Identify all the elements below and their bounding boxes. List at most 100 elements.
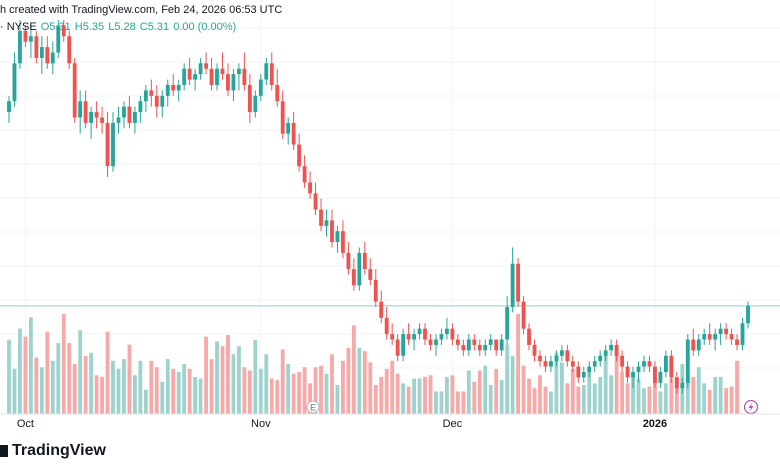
candle-body (680, 382, 685, 389)
candle (614, 339, 619, 362)
candle-body (559, 350, 564, 356)
brand-name: TradingView (12, 442, 106, 459)
candle (45, 36, 50, 69)
candle-body (89, 112, 94, 123)
volume-bar (94, 375, 99, 414)
volume-bar (34, 357, 39, 414)
candle-body (143, 90, 148, 102)
candle (28, 25, 33, 58)
candle-body (494, 339, 499, 351)
candle-body (603, 350, 608, 356)
volume-bar (729, 386, 734, 414)
volume-bar (713, 376, 718, 414)
volume-bar (412, 378, 416, 414)
candle (713, 328, 718, 351)
volume-bar (297, 372, 302, 414)
candle-body (7, 101, 11, 113)
candle-body (488, 339, 493, 345)
volume-bar (603, 352, 608, 414)
volume-bar (702, 383, 707, 414)
candle (729, 328, 734, 345)
candle (455, 334, 460, 351)
candle (357, 247, 362, 291)
candle-body (154, 95, 159, 107)
close-value: C5.31 (139, 21, 170, 33)
candle (193, 68, 198, 91)
candle-body (67, 36, 72, 64)
candle (625, 361, 630, 383)
time-axis: OctNovDec2026Feb (17, 418, 667, 430)
candle (532, 339, 537, 362)
candle-body (220, 68, 225, 75)
candle-body (231, 74, 236, 91)
candle (78, 90, 83, 134)
symbol-exchange: · NYSE (0, 21, 37, 33)
event-markers: E (306, 399, 759, 415)
volume-bar (735, 360, 739, 414)
candle (685, 334, 690, 389)
volume-bar (592, 383, 597, 414)
lightning-icon[interactable] (743, 399, 759, 415)
volume-bar (258, 368, 263, 414)
volume-bar (198, 378, 203, 414)
candle-body (565, 350, 570, 362)
candle-body (423, 328, 427, 340)
volume-bar (72, 364, 77, 414)
candle (182, 63, 187, 91)
volume-bar (39, 367, 44, 414)
volume-bar (368, 362, 373, 414)
volume-bar (691, 376, 696, 414)
volume-bar (50, 360, 55, 414)
candle-body (729, 334, 734, 340)
candle-body (12, 63, 17, 102)
candle-body (631, 372, 635, 378)
candle-body (669, 355, 674, 378)
candle-body (335, 231, 340, 243)
candle (319, 198, 323, 232)
grid-lines (0, 0, 780, 414)
candle (434, 334, 438, 356)
change-value: 0.00 (0.00%) (173, 21, 237, 33)
candle (291, 112, 296, 150)
candle-body (215, 68, 219, 85)
candle-body (516, 263, 521, 302)
candle-body (236, 68, 241, 75)
volume-bar (346, 347, 351, 414)
candle-body (477, 344, 482, 351)
volume-bar (390, 360, 395, 414)
candle-body (702, 334, 707, 340)
candle-body (280, 101, 285, 134)
candle (127, 95, 132, 129)
candle (72, 57, 77, 123)
candle-body (576, 366, 581, 378)
candle (341, 220, 345, 259)
candle (724, 323, 729, 340)
candle-body (647, 361, 652, 367)
volume-bar (351, 325, 356, 414)
candle-body (527, 328, 531, 345)
candle (423, 323, 427, 345)
earnings-marker[interactable]: E (306, 400, 320, 414)
volume-bar (302, 367, 307, 414)
volume-bar (570, 368, 575, 414)
volume-bar (154, 367, 159, 414)
candle-body (538, 355, 542, 362)
candle-body (171, 84, 176, 91)
candle (543, 355, 548, 372)
candlestick-chart[interactable]: E OctNovDec2026Feb (0, 0, 780, 430)
candle (636, 361, 641, 383)
volume-bar (357, 347, 362, 414)
candle-body (461, 344, 466, 351)
candle (674, 372, 679, 394)
volume-bar (275, 380, 280, 414)
candle (171, 74, 176, 96)
candle (592, 355, 597, 372)
candle-body (554, 355, 559, 362)
candle-body (740, 323, 745, 345)
candle (176, 79, 181, 102)
candle (226, 63, 230, 96)
candle (653, 361, 657, 389)
candle-body (510, 263, 515, 308)
volume-bar (450, 375, 455, 414)
candle (220, 52, 225, 80)
